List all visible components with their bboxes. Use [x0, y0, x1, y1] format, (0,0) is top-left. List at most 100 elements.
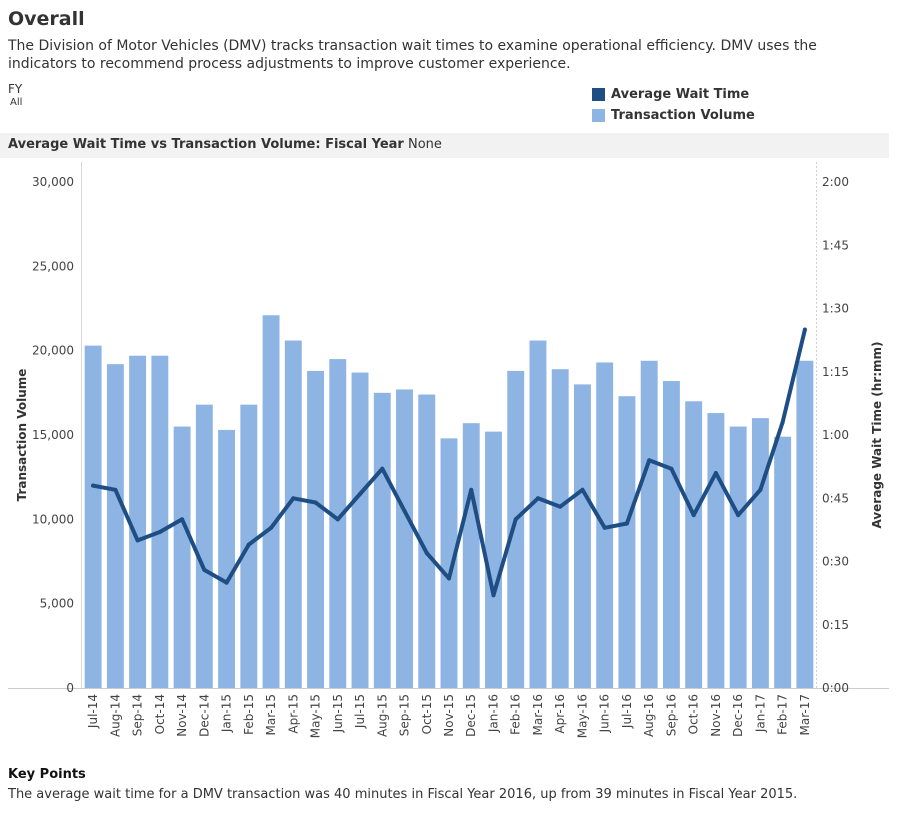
x-tick-label: Mar-17 — [798, 694, 812, 735]
volume-bar — [707, 413, 725, 688]
y-right-tick-label: 0:00 — [822, 681, 849, 695]
y-right-tick-label: 0:30 — [822, 555, 849, 569]
wait-time-point — [380, 466, 385, 471]
wait-time-point — [691, 513, 696, 518]
y-right-tick-label: 1:00 — [822, 428, 849, 442]
x-tick-label: Dec-14 — [197, 694, 211, 737]
wait-time-point — [113, 487, 118, 492]
legend-item-wait-time[interactable]: Average Wait Time — [592, 84, 755, 105]
x-tick-label: Oct-14 — [153, 694, 167, 734]
y-right-tick-label: 2:00 — [822, 175, 849, 189]
wait-time-point — [624, 521, 629, 526]
y-left-tick-label: 0 — [66, 681, 74, 695]
volume-bar — [551, 369, 569, 688]
x-tick-label: Nov-15 — [442, 694, 456, 737]
wait-time-point — [157, 529, 162, 534]
volume-bar — [485, 431, 502, 688]
x-tick-label: Jan-17 — [753, 694, 767, 733]
wait-time-point — [424, 551, 429, 556]
key-points-title: Key Points — [8, 767, 86, 782]
volume-bar — [440, 438, 458, 688]
x-tick-label: Jul-15 — [353, 694, 367, 729]
wait-time-point — [447, 576, 451, 581]
wait-time-point — [780, 420, 785, 425]
y-left-tick-label: 15,000 — [32, 428, 74, 442]
chart-header-bar: Average Wait Time vs Transaction Volume:… — [0, 133, 889, 158]
x-tick-label: Aug-15 — [375, 694, 389, 737]
wait-time-point — [558, 504, 563, 509]
volume-bar — [195, 404, 213, 688]
volume-bar — [173, 426, 191, 688]
volume-bar — [129, 355, 147, 688]
legend-label-transaction-volume: Transaction Volume — [611, 108, 755, 123]
x-tick-label: Dec-16 — [731, 694, 745, 737]
chart-legend: Average Wait Time Transaction Volume — [592, 84, 755, 126]
x-tick-label: Apr-16 — [553, 694, 567, 734]
key-points-text: The average wait time for a DMV transact… — [8, 787, 798, 802]
y-right-axis-title: Average Wait Time (hr:mm) — [870, 341, 884, 528]
volume-bar — [796, 360, 814, 688]
volume-bar — [151, 355, 169, 688]
wait-time-point — [647, 458, 652, 463]
x-tick-label: Sep-14 — [131, 694, 145, 736]
volume-bar — [729, 426, 747, 688]
volume-bar — [284, 340, 302, 688]
wait-time-point — [758, 487, 763, 492]
y-right-tick-label: 1:45 — [822, 238, 849, 252]
legend-label-wait-time: Average Wait Time — [611, 87, 750, 102]
wait-time-point — [580, 487, 585, 492]
legend-item-transaction-volume[interactable]: Transaction Volume — [592, 105, 755, 126]
x-tick-label: Nov-14 — [175, 694, 189, 737]
wait-time-point — [269, 525, 274, 530]
wait-time-point — [802, 327, 807, 332]
wait-time-point — [535, 496, 540, 501]
page-description: The Division of Motor Vehicles (DMV) tra… — [8, 38, 817, 72]
legend-swatch-transaction-volume — [592, 109, 605, 122]
volume-bar — [218, 429, 236, 688]
y-left-tick-label: 30,000 — [32, 175, 74, 189]
x-tick-label: Oct-16 — [687, 694, 701, 734]
wait-time-point — [246, 542, 251, 547]
volume-bar — [329, 359, 347, 688]
x-tick-label: Oct-15 — [420, 694, 434, 734]
wait-time-point — [713, 470, 718, 475]
volume-bar — [418, 394, 436, 688]
wait-time-point — [291, 496, 296, 501]
wait-time-point — [135, 538, 140, 543]
wait-time-point — [358, 492, 363, 497]
volume-bar — [307, 370, 324, 688]
y-right-tick-label: 1:30 — [822, 302, 849, 316]
legend-swatch-wait-time — [592, 88, 605, 101]
x-tick-label: Jun-16 — [598, 694, 612, 733]
y-right-tick-label: 0:15 — [822, 618, 849, 632]
volume-bar — [351, 372, 369, 688]
x-tick-label: Mar-15 — [264, 694, 278, 735]
wait-time-point — [402, 508, 407, 513]
volume-bar — [774, 436, 792, 688]
y-right-tick-label: 1:15 — [822, 365, 849, 379]
wait-time-point — [602, 525, 607, 530]
volume-bar — [640, 360, 658, 688]
x-tick-label: Jan-16 — [486, 694, 500, 733]
wait-time-point — [91, 483, 96, 488]
fy-filter-label: FY — [8, 82, 23, 96]
fy-filter-value[interactable]: All — [10, 97, 23, 108]
volume-bar — [574, 384, 591, 688]
wait-time-point — [491, 593, 496, 598]
x-tick-label: Aug-14 — [108, 694, 122, 737]
x-tick-label: Dec-15 — [464, 694, 478, 737]
plot-area: 0 5,000 10,000 15,000 20,000 25,000 30,000 0:00… — [8, 162, 889, 738]
x-tick-label: May-16 — [575, 694, 589, 738]
wait-time-point — [313, 500, 318, 505]
y-left-tick-label: 25,000 — [32, 259, 74, 273]
x-tick-label: Nov-16 — [709, 694, 723, 737]
chart-header-value: None — [407, 137, 442, 152]
volume-bar — [507, 370, 525, 688]
volume-bar — [462, 423, 480, 688]
x-tick-label: Mar-16 — [531, 694, 545, 735]
wait-time-point — [469, 487, 474, 492]
wait-time-point — [669, 466, 674, 471]
page-title: Overall — [8, 8, 85, 30]
x-tick-label: Jan-15 — [220, 694, 234, 733]
volume-bar — [262, 315, 280, 688]
